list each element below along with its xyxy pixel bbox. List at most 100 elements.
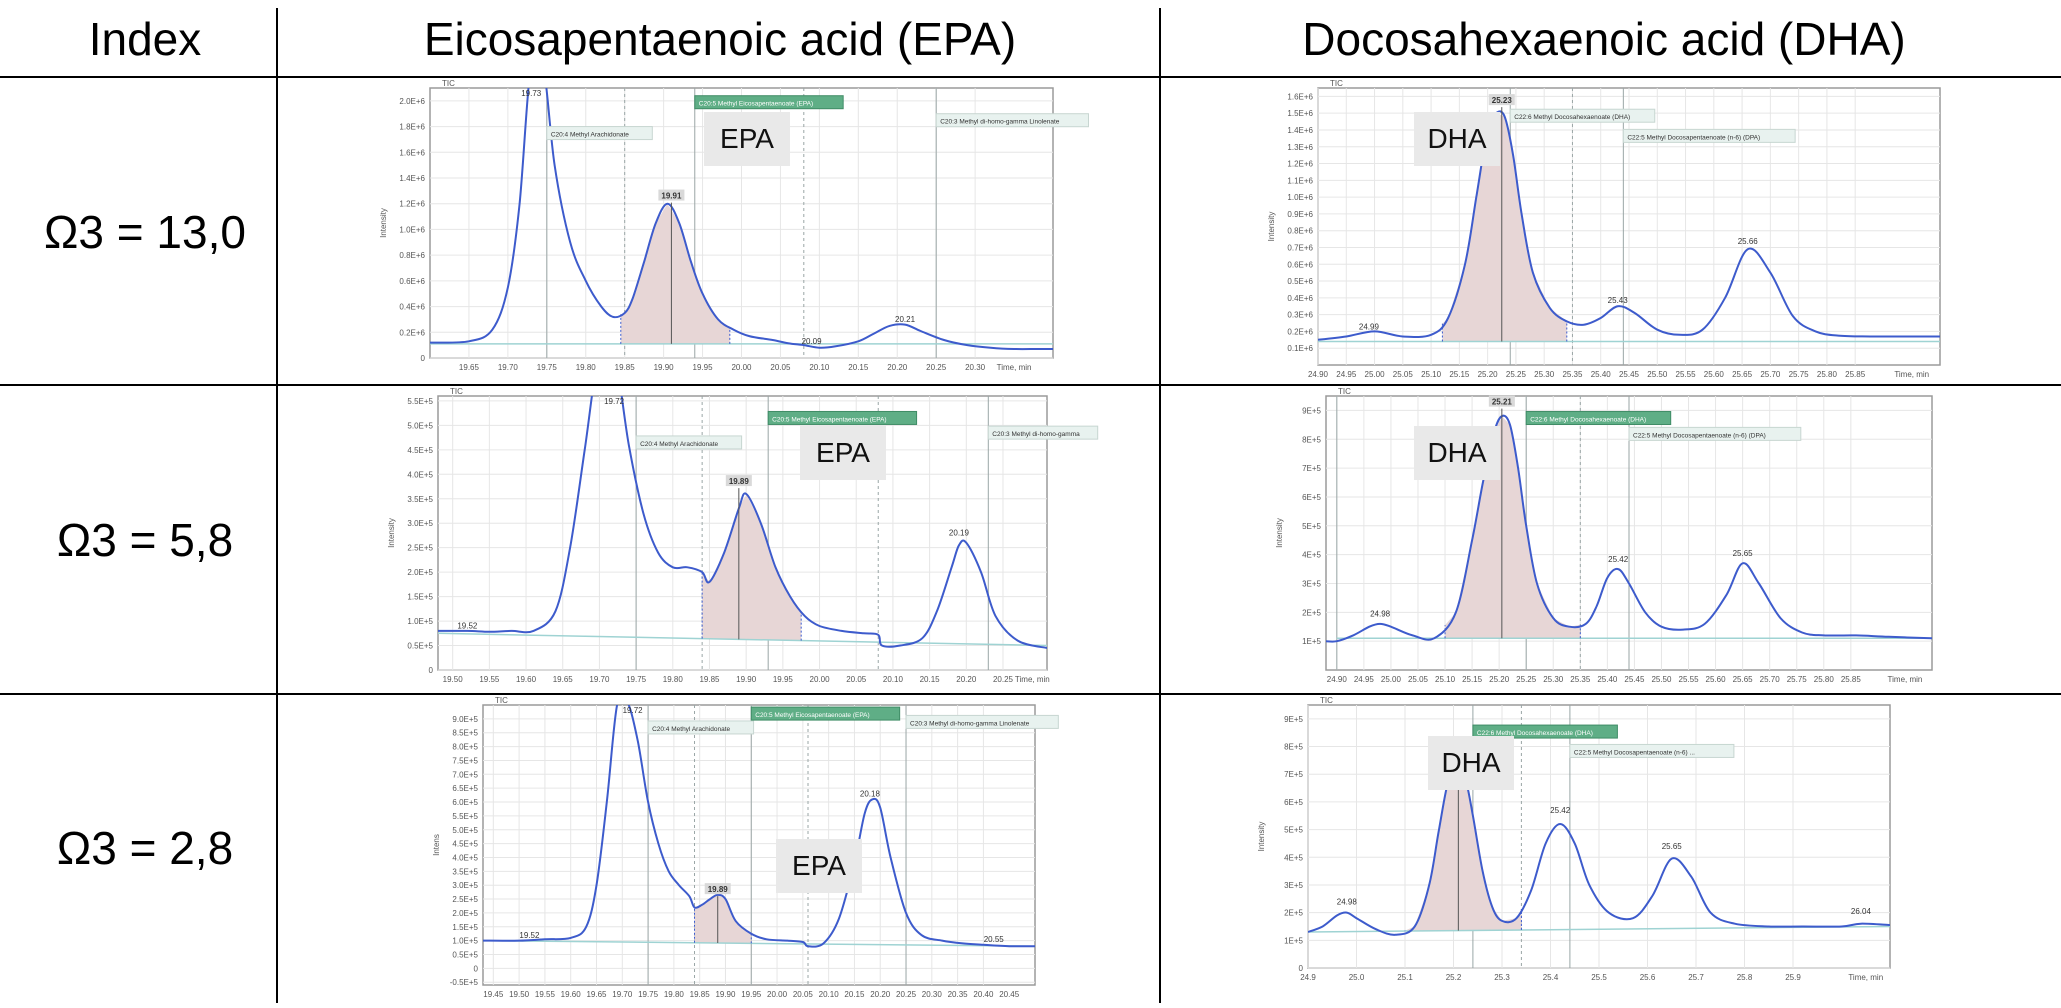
x-tick-label: 25.70 — [1760, 370, 1781, 379]
y-tick-label: 0 — [1299, 964, 1304, 973]
x-tick-label: 20.10 — [883, 675, 904, 684]
badge-label: EPA — [720, 123, 774, 154]
x-tick-label: 20.25 — [993, 675, 1014, 684]
y-tick-label: 0 — [429, 666, 434, 675]
y-tick-label: 8.0E+5 — [452, 743, 478, 752]
chromatogram-epa-row3: 19.45 19.50 19.55 19.60 19.65 19.70 19.75 19.80… — [432, 696, 1059, 999]
badge-box — [800, 426, 886, 480]
y-tick-label: 2.0E+5 — [407, 568, 433, 577]
peak-label-box — [704, 883, 731, 895]
y-tick-label: 1.8E+6 — [399, 123, 425, 132]
y-tick-label: 1.1E+6 — [1287, 176, 1313, 185]
x-tick-label: 25.40 — [1597, 675, 1618, 684]
tic-label: TIC — [495, 696, 508, 705]
compound-tag-label: C22:6 Methyl Docosahexaenoate (DHA) — [1514, 114, 1630, 121]
y-tick-label: 9E+5 — [1284, 715, 1303, 724]
chromatogram-epa-row1: 19.65 19.70 19.75 19.80 19.85 19.90 19.95 20.00… — [379, 79, 1089, 372]
x-tick-label: 20.05 — [770, 363, 791, 372]
x-tick-label: 24.95 — [1354, 675, 1375, 684]
x-tick-label: 20.00 — [810, 675, 831, 684]
chromatogram-dha-row2: 24.90 24.95 25.00 25.05 25.10 25.15 25.20 25.25… — [1275, 387, 1933, 684]
x-tick-label: 20.25 — [896, 990, 917, 999]
badge-label: DHA — [1441, 747, 1500, 778]
y-tick-label: 5.5E+5 — [407, 397, 433, 406]
chromatogram-trace — [430, 88, 1053, 351]
y-tick-label: 1.2E+6 — [1287, 160, 1313, 169]
y-tick-label: 2.0E+6 — [399, 97, 425, 106]
peak-area — [694, 895, 752, 944]
compound-tag-box — [1622, 128, 1796, 143]
row-index-label: Ω3 = 2,8 — [57, 822, 233, 874]
x-tick-label: 25.55 — [1679, 675, 1700, 684]
x-tick-label: 25.3 — [1494, 973, 1510, 982]
peak-label: 25.65 — [1662, 842, 1683, 851]
x-tick-label: 19.80 — [664, 990, 685, 999]
peak-area — [1405, 769, 1522, 932]
tic-label: TIC — [1338, 387, 1351, 396]
y-tick-label: 5.5E+5 — [452, 812, 478, 821]
compound-tag-box — [1525, 411, 1672, 426]
x-tick-label: 19.85 — [690, 990, 711, 999]
peak-area — [1442, 114, 1567, 342]
compound-tag-box — [694, 95, 844, 110]
badge-box — [1428, 736, 1514, 790]
y-tick-label: 0.7E+6 — [1287, 243, 1313, 252]
y-tick-label: 1.6E+6 — [399, 148, 425, 157]
y-tick-label: 7.0E+5 — [452, 770, 478, 779]
y-tick-label: 3.5E+5 — [407, 495, 433, 504]
x-tick-label: 20.25 — [926, 363, 947, 372]
y-axis-label: Intens — [432, 834, 441, 856]
x-tick-label: 25.35 — [1570, 675, 1591, 684]
x-tick-label: 25.25 — [1506, 370, 1527, 379]
x-tick-label: 20.20 — [887, 363, 908, 372]
y-tick-label: 0.6E+6 — [1287, 260, 1313, 269]
x-tick-label: 25.8 — [1737, 973, 1753, 982]
peak-label: 19.73 — [521, 89, 542, 98]
peak-label: 20.19 — [949, 528, 970, 537]
y-axis-label: Intensity — [1257, 822, 1266, 852]
x-tick-label: 19.95 — [773, 675, 794, 684]
header-dha: Docosahexaenoic acid (DHA) — [1302, 13, 1905, 65]
badge-label: EPA — [816, 437, 870, 468]
badge-box — [704, 112, 790, 166]
peak-area — [620, 204, 730, 344]
tic-label: TIC — [450, 387, 463, 396]
compound-tag-box — [1472, 724, 1618, 739]
x-tick-label: 25.1 — [1397, 973, 1413, 982]
x-tick-label: 25.45 — [1624, 675, 1645, 684]
x-tick-label: 25.85 — [1845, 370, 1866, 379]
x-tick-label: 25.75 — [1789, 370, 1810, 379]
chromatogram-trace — [438, 396, 1047, 649]
y-tick-label: 1E+5 — [1284, 936, 1303, 945]
y-tick-label: 1.0E+6 — [399, 225, 425, 234]
peak-area — [702, 495, 802, 641]
x-tick-label: 19.45 — [483, 990, 504, 999]
x-tick-label: 20.05 — [793, 990, 814, 999]
peak-label: 25.65 — [1733, 549, 1754, 558]
peak-label: 25.21 — [1492, 398, 1513, 407]
x-tick-label: 25.65 — [1732, 370, 1753, 379]
compound-tag-box — [987, 425, 1099, 440]
x-tick-label: 24.9 — [1300, 973, 1316, 982]
y-tick-label: 6.0E+5 — [452, 798, 478, 807]
y-axis-label: Intensity — [387, 518, 396, 548]
x-tick-label: 19.55 — [535, 990, 556, 999]
y-tick-label: 2.5E+5 — [452, 895, 478, 904]
chromatogram-trace — [1318, 110, 1940, 341]
y-tick-label: 2E+5 — [1284, 909, 1303, 918]
peak-label: 26.04 — [1851, 907, 1872, 916]
x-tick-label: 19.95 — [741, 990, 762, 999]
x-tick-label: 19.90 — [736, 675, 757, 684]
y-tick-label: 1.0E+5 — [407, 617, 433, 626]
x-tick-label: 25.50 — [1647, 370, 1668, 379]
x-tick-label: 19.85 — [699, 675, 720, 684]
plot-area — [438, 396, 1047, 670]
y-tick-label: 1.5E+5 — [407, 593, 433, 602]
y-tick-label: 0.8E+6 — [1287, 227, 1313, 236]
chromatogram-trace — [483, 705, 1035, 948]
baseline — [438, 632, 1047, 647]
x-tick-label: 19.85 — [615, 363, 636, 372]
x-tick-label: 25.15 — [1462, 675, 1483, 684]
compound-tag-label: C20:5 Methyl Eicosapentaenoate (EPA) — [755, 712, 869, 719]
